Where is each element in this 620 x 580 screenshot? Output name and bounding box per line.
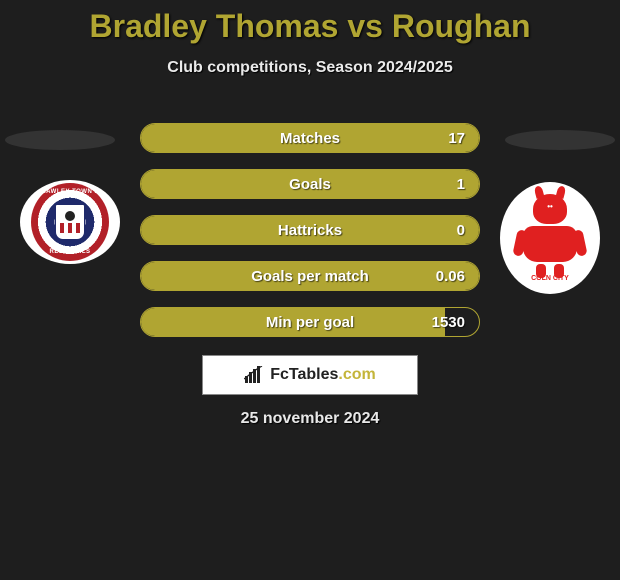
badge-left-top-text: CRAWLEY TOWN FC bbox=[31, 189, 109, 195]
brand-box[interactable]: FcTables.com bbox=[202, 355, 418, 395]
stat-bar: Goals per match0.06 bbox=[140, 261, 480, 291]
stats-bars: Matches17 Goals1 Hattricks0 Goals per match… bbox=[140, 123, 480, 353]
left-oval-shadow bbox=[5, 130, 115, 150]
brand-text: FcTables.com bbox=[270, 366, 376, 384]
left-team-badge: CRAWLEY TOWN FC RED DEVILS bbox=[20, 180, 120, 264]
imp-arm-right-icon bbox=[572, 229, 587, 257]
badge-right-text: COLN CITY bbox=[515, 275, 585, 282]
stat-bar-value: 1 bbox=[457, 170, 465, 198]
ball-icon bbox=[65, 211, 75, 221]
stat-bar: Matches17 bbox=[140, 123, 480, 153]
imp-face-icon: •• bbox=[533, 202, 567, 211]
brand-tld: .com bbox=[338, 366, 375, 383]
stripes-icon bbox=[60, 223, 80, 233]
imp-head-icon: •• bbox=[533, 194, 567, 224]
right-oval-shadow bbox=[505, 130, 615, 150]
imp-body-icon bbox=[523, 226, 577, 262]
stat-bar-label: Matches bbox=[141, 124, 479, 152]
bar-chart-icon bbox=[244, 366, 264, 384]
stat-bar: Hattricks0 bbox=[140, 215, 480, 245]
stat-bar-label: Min per goal bbox=[141, 308, 479, 336]
stat-bar: Min per goal1530 bbox=[140, 307, 480, 337]
stat-bar-value: 17 bbox=[448, 124, 465, 152]
brand-name: FcTables bbox=[270, 366, 338, 383]
subtitle: Club competitions, Season 2024/2025 bbox=[0, 59, 620, 77]
right-team-badge: •• COLN CITY bbox=[500, 182, 600, 294]
date-label: 25 november 2024 bbox=[0, 410, 620, 428]
stat-bar-label: Goals per match bbox=[141, 262, 479, 290]
stat-bar-value: 1530 bbox=[432, 308, 465, 336]
stat-bar-label: Hattricks bbox=[141, 216, 479, 244]
stat-bar-label: Goals bbox=[141, 170, 479, 198]
stat-bar: Goals1 bbox=[140, 169, 480, 199]
badge-left-shield-icon bbox=[55, 204, 85, 240]
stat-bar-value: 0 bbox=[457, 216, 465, 244]
lincoln-imp-icon: •• COLN CITY bbox=[515, 194, 585, 282]
badge-left-bottom-text: RED DEVILS bbox=[31, 249, 109, 255]
stat-bar-value: 0.06 bbox=[436, 262, 465, 290]
page-title: Bradley Thomas vs Roughan bbox=[0, 0, 620, 45]
crawley-badge-icon: CRAWLEY TOWN FC RED DEVILS bbox=[31, 183, 109, 261]
imp-arm-left-icon bbox=[512, 229, 527, 257]
